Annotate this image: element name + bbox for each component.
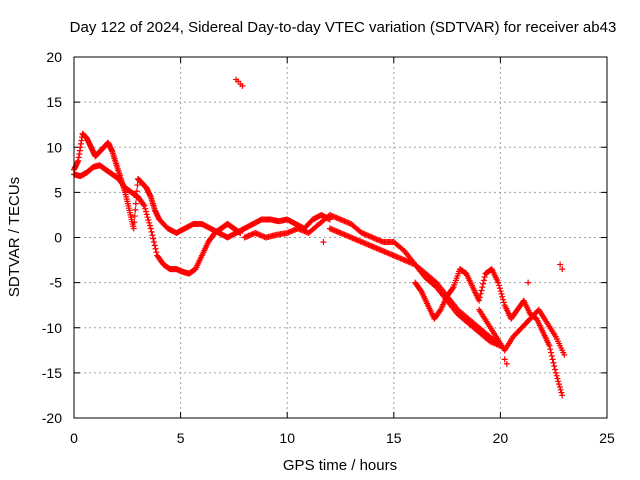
- data-point-track-b: [141, 202, 148, 209]
- y-axis-label: SDTVAR / TECUs: [6, 177, 23, 297]
- data-point-track-a: [132, 206, 139, 213]
- axis-ticks: 0 5 10 15 20 25 -20 -15 -10 -5 0 5 10 15 20: [42, 49, 615, 446]
- data-point-track-b: [140, 201, 147, 208]
- data-point-track-f: [550, 359, 557, 366]
- data-point-track-b: [147, 225, 154, 232]
- data-point-track-f: [552, 369, 559, 376]
- x-axis-label: GPS time / hours: [283, 457, 397, 474]
- data-point-track-f: [476, 294, 483, 301]
- data-point-track-f: [478, 287, 485, 294]
- data-point-track-f: [553, 372, 560, 379]
- data-point-track-f: [499, 293, 506, 300]
- data-point-track-f: [549, 356, 556, 363]
- data-point-track-f: [500, 296, 507, 303]
- data-point-track-b: [150, 239, 157, 246]
- data-point-track-f: [480, 277, 487, 284]
- y-tick-label: -10: [42, 320, 62, 336]
- data-point-isolated: [320, 239, 327, 246]
- data-point-track-a: [131, 213, 138, 220]
- data-point-track-a: [131, 219, 138, 226]
- data-point-isolated: [559, 266, 566, 273]
- data-point-track-f: [476, 297, 483, 304]
- data-point-isolated: [525, 279, 532, 286]
- data-point-track-f: [558, 389, 565, 396]
- data-point-track-e: [432, 278, 439, 285]
- data-point-track-f: [496, 282, 503, 289]
- data-point-track-f: [547, 346, 554, 353]
- data-point-track-f: [552, 366, 559, 373]
- y-tick-label: 10: [46, 139, 62, 155]
- chart-title: Day 122 of 2024, Sidereal Day-to-day VTE…: [70, 19, 617, 36]
- y-tick-label: 15: [46, 94, 62, 110]
- data-point-track-f: [548, 349, 555, 356]
- grid-lines: [74, 57, 607, 418]
- data-point-isolated: [503, 360, 510, 367]
- data-point-track-f: [480, 280, 487, 287]
- data-point-track-b: [144, 214, 151, 221]
- x-tick-label: 10: [279, 430, 295, 446]
- data-points: [71, 76, 568, 399]
- data-point-track-f: [556, 383, 563, 390]
- x-tick-label: 20: [493, 430, 509, 446]
- data-point-track-b: [146, 219, 153, 226]
- data-point-isolated: [501, 356, 508, 363]
- data-point-isolated: [557, 261, 564, 268]
- data-point-track-f: [500, 299, 507, 306]
- data-point-track-f: [556, 381, 563, 388]
- data-point-track-g: [561, 351, 568, 358]
- plot-frame: [73, 56, 608, 419]
- data-point-track-b: [143, 211, 150, 218]
- data-point-track-a: [130, 225, 137, 232]
- data-point-track-f: [479, 284, 486, 291]
- data-point-track-b: [151, 242, 158, 249]
- data-point-track-f: [498, 290, 505, 297]
- data-point-track-f: [496, 285, 503, 292]
- data-point-track-b: [142, 208, 149, 215]
- data-point-track-f: [548, 352, 555, 359]
- data-point-isolated: [239, 82, 246, 89]
- y-tick-label: 20: [46, 49, 62, 65]
- data-point-track-a: [134, 182, 141, 189]
- data-point-track-b: [153, 249, 160, 256]
- x-tick-label: 5: [177, 430, 185, 446]
- data-point-track-b: [146, 222, 153, 229]
- data-point-track-f: [557, 386, 564, 393]
- data-point-track-b: [142, 205, 149, 212]
- x-tick-label: 25: [599, 430, 615, 446]
- data-point-track-f: [449, 285, 456, 292]
- data-point-track-f: [559, 392, 566, 399]
- data-point-track-f: [551, 363, 558, 370]
- x-tick-label: 0: [70, 430, 78, 446]
- data-point-track-b: [150, 235, 157, 242]
- data-point-track-d: [400, 246, 407, 253]
- y-tick-label: -5: [50, 275, 63, 291]
- data-point-track-f: [546, 342, 553, 349]
- x-tick-label: 15: [386, 430, 402, 446]
- data-point-track-f: [497, 288, 504, 295]
- data-point-track-a: [132, 200, 139, 207]
- y-tick-label: -15: [42, 365, 62, 381]
- data-point-track-b: [149, 232, 156, 239]
- data-point-track-f: [477, 290, 484, 297]
- y-tick-label: 0: [54, 230, 62, 246]
- y-tick-label: 5: [54, 184, 62, 200]
- data-point-track-f: [555, 378, 562, 385]
- data-point-track-b: [145, 217, 152, 224]
- y-tick-label: -20: [42, 410, 62, 426]
- data-point-track-f: [481, 273, 488, 280]
- data-point-track-b: [148, 228, 155, 235]
- data-point-track-b: [152, 245, 159, 252]
- data-point-track-f: [495, 279, 502, 286]
- data-point-track-f: [554, 375, 561, 382]
